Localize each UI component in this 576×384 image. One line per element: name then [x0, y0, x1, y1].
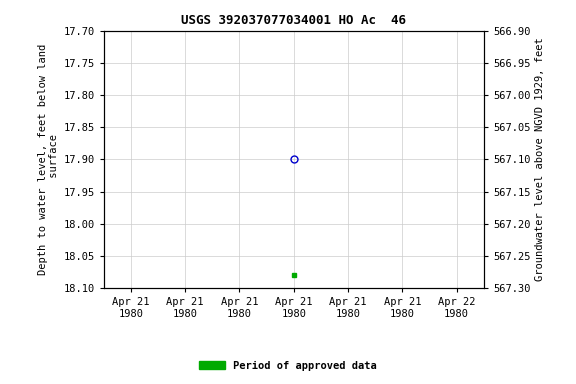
Title: USGS 392037077034001 HO Ac  46: USGS 392037077034001 HO Ac 46	[181, 14, 406, 27]
Y-axis label: Depth to water level, feet below land
 surface: Depth to water level, feet below land su…	[37, 44, 59, 275]
Legend: Period of approved data: Period of approved data	[195, 357, 381, 375]
Y-axis label: Groundwater level above NGVD 1929, feet: Groundwater level above NGVD 1929, feet	[535, 38, 544, 281]
